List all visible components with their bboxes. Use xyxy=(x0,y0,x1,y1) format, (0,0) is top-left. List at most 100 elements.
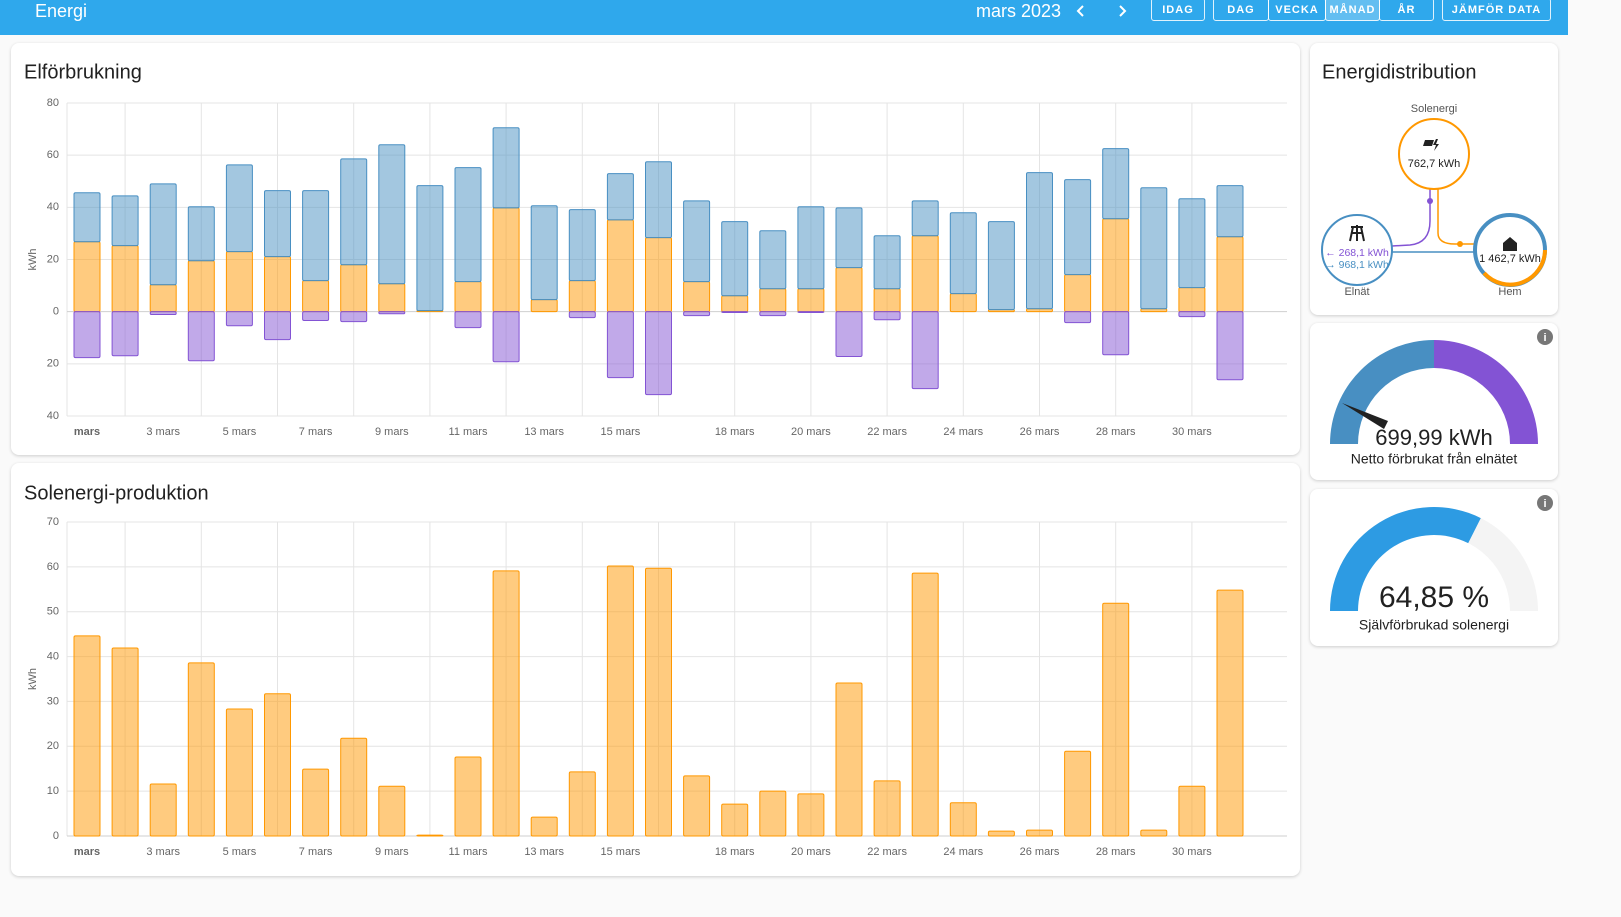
info-icon[interactable] xyxy=(1537,495,1553,511)
period-nav[interactable] xyxy=(1072,3,1136,19)
bar xyxy=(187,311,215,362)
button-active[interactable]: MÅNAD xyxy=(1325,0,1380,21)
gauge-arc xyxy=(1434,340,1538,444)
bar xyxy=(302,311,330,322)
prev[interactable] xyxy=(1076,5,1084,17)
bar xyxy=(149,284,177,313)
bar xyxy=(1102,218,1130,313)
chart-title: Elförbrukning xyxy=(24,61,142,83)
bar xyxy=(378,311,406,315)
x-tick-label: 26 mars xyxy=(1020,846,1060,858)
bar xyxy=(568,280,596,313)
bar xyxy=(1178,198,1206,289)
x-tick-label: 3 mars xyxy=(146,426,180,438)
bar xyxy=(1064,274,1092,313)
bar xyxy=(454,756,482,837)
bar xyxy=(987,830,1015,837)
gauge: i 64,85 % Självförbrukad solenergi xyxy=(1330,495,1553,633)
bar xyxy=(530,816,558,837)
bar xyxy=(835,207,863,269)
x-tick-label: 7 mars xyxy=(299,426,333,438)
bar xyxy=(302,190,330,282)
x-tick-label: 18 mars xyxy=(715,426,755,438)
node-value: 1 462,7 kWh xyxy=(1479,253,1541,265)
bar xyxy=(568,209,596,282)
bar xyxy=(759,311,787,317)
bar xyxy=(949,802,977,837)
bar xyxy=(225,708,253,837)
bar xyxy=(645,311,672,396)
button[interactable]: IDAG xyxy=(1151,0,1205,21)
bar xyxy=(1064,750,1092,837)
bar xyxy=(911,200,939,237)
bar xyxy=(1064,179,1092,276)
bar xyxy=(264,311,291,341)
x-tick-label: 24 mars xyxy=(943,846,983,858)
bar xyxy=(797,793,825,837)
bar xyxy=(149,183,177,286)
bar xyxy=(797,288,825,313)
button[interactable]: VECKA xyxy=(1268,0,1326,21)
x-tick-label: 20 mars xyxy=(791,846,831,858)
bar xyxy=(606,311,634,379)
icon xyxy=(1503,237,1517,251)
x-tick-label: 22 mars xyxy=(867,846,907,858)
gauge-value: 699,99 kWh xyxy=(1375,425,1492,450)
bar xyxy=(149,311,177,316)
bar xyxy=(264,256,291,313)
button[interactable]: DAG xyxy=(1213,0,1269,21)
bar xyxy=(568,311,596,319)
flow xyxy=(1391,189,1431,247)
bar xyxy=(111,311,139,357)
bar xyxy=(949,212,977,295)
y-tick-label: 20 xyxy=(47,740,59,752)
bar xyxy=(492,207,520,313)
bar xyxy=(721,221,749,297)
bar xyxy=(645,237,672,313)
bar xyxy=(683,281,711,313)
bar xyxy=(149,783,177,837)
x-tick-label: 11 mars xyxy=(449,426,488,438)
x-tick-label: 30 mars xyxy=(1172,846,1212,858)
next[interactable] xyxy=(1119,5,1127,17)
bar xyxy=(1064,311,1092,324)
bar xyxy=(606,219,634,313)
gauge-arc xyxy=(1330,340,1434,444)
bar xyxy=(187,206,215,262)
y-axis-label: kWh xyxy=(27,249,39,271)
card-title: Energidistribution xyxy=(1322,61,1477,83)
bar xyxy=(73,311,101,359)
bar xyxy=(911,572,939,837)
x-tick-label: 7 mars xyxy=(299,846,333,858)
x-tick-label: 5 mars xyxy=(223,426,257,438)
card: i 64,85 % Självförbrukad solenergi xyxy=(1310,489,1558,646)
bar xyxy=(873,780,901,837)
y-tick-label: 40 xyxy=(47,650,59,662)
bar xyxy=(73,192,101,243)
bar xyxy=(645,567,672,837)
bar xyxy=(340,737,368,837)
y-tick-label: 20 xyxy=(47,358,59,370)
bar xyxy=(873,235,901,290)
bar xyxy=(187,662,215,837)
bar xyxy=(1102,602,1130,837)
button[interactable]: JÄMFÖR DATA xyxy=(1442,0,1551,21)
x-tick-label: 24 mars xyxy=(943,426,983,438)
x-tick-label: 11 mars xyxy=(449,846,488,858)
node-value: → 968,1 kWh xyxy=(1325,259,1389,271)
grid-node xyxy=(1321,214,1393,286)
x-tick-label: 28 mars xyxy=(1096,846,1136,858)
bar xyxy=(1026,172,1053,310)
y-tick-label: 60 xyxy=(47,561,59,573)
info-icon[interactable] xyxy=(1537,329,1553,345)
bar xyxy=(911,235,939,313)
x-tick-label: mars xyxy=(74,846,100,858)
bar xyxy=(721,311,749,313)
bar xyxy=(683,311,711,317)
x-tick-label: 15 mars xyxy=(601,426,641,438)
bar xyxy=(873,288,901,313)
bar xyxy=(721,803,749,837)
button[interactable]: ÅR xyxy=(1379,0,1434,21)
x-tick-label: 28 mars xyxy=(1096,426,1136,438)
